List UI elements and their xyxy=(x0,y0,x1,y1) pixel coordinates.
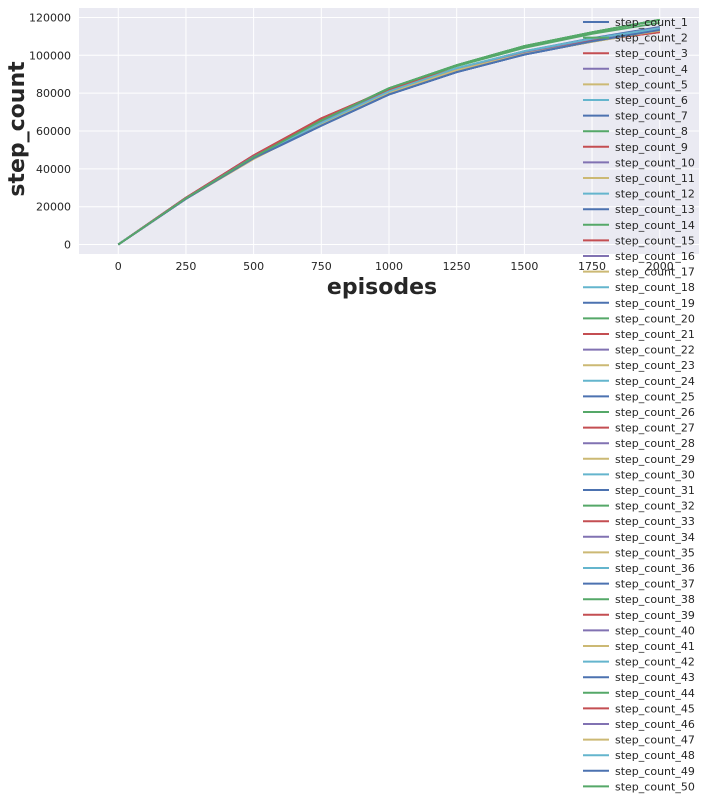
legend-label: step_count_33 xyxy=(615,515,695,528)
legend-label: step_count_28 xyxy=(615,437,695,450)
y-tick-label: 120000 xyxy=(29,11,71,24)
legend-label: step_count_50 xyxy=(615,780,695,793)
legend-label: step_count_5 xyxy=(615,78,688,91)
legend-label: step_count_8 xyxy=(615,125,688,138)
legend-label: step_count_17 xyxy=(615,266,695,279)
x-tick-label: 500 xyxy=(243,260,264,273)
legend-label: step_count_31 xyxy=(615,484,695,497)
legend-label: step_count_39 xyxy=(615,609,695,622)
legend-label: step_count_16 xyxy=(615,250,695,263)
legend-label: step_count_24 xyxy=(615,375,695,388)
legend-label: step_count_29 xyxy=(615,453,695,466)
legend-label: step_count_44 xyxy=(615,687,695,700)
legend-label: step_count_1 xyxy=(615,16,688,29)
legend-label: step_count_45 xyxy=(615,702,695,715)
y-tick-label: 40000 xyxy=(36,163,71,176)
x-tick-label: 750 xyxy=(311,260,332,273)
x-tick-label: 250 xyxy=(175,260,196,273)
x-tick-labels: 0 250 500 750 1000 1250 1500 1750 2000 xyxy=(115,260,674,273)
legend-label: step_count_2 xyxy=(615,32,688,45)
legend-label: step_count_47 xyxy=(615,734,695,747)
y-tick-labels: 0 20000 40000 60000 80000 100000 120000 xyxy=(29,11,71,251)
legend-label: step_count_3 xyxy=(615,47,688,60)
legend-label: step_count_20 xyxy=(615,312,695,325)
legend-label: step_count_15 xyxy=(615,234,695,247)
legend-label: step_count_37 xyxy=(615,578,695,591)
legend-label: step_count_6 xyxy=(615,94,688,107)
y-tick-label: 100000 xyxy=(29,49,71,62)
legend-label: step_count_27 xyxy=(615,422,695,435)
y-tick-label: 20000 xyxy=(36,201,71,214)
legend-label: step_count_49 xyxy=(615,765,695,778)
legend-label: step_count_4 xyxy=(615,63,688,76)
legend-label: step_count_13 xyxy=(615,203,695,216)
x-tick-label: 0 xyxy=(115,260,122,273)
x-tick-label: 1750 xyxy=(578,260,606,273)
legend-label: step_count_43 xyxy=(615,671,695,684)
legend-label: step_count_14 xyxy=(615,219,695,232)
legend-label: step_count_42 xyxy=(615,656,695,669)
legend-label: step_count_23 xyxy=(615,359,695,372)
legend-label: step_count_32 xyxy=(615,500,695,513)
legend-label: step_count_35 xyxy=(615,546,695,559)
legend-label: step_count_7 xyxy=(615,110,688,123)
legend-label: step_count_18 xyxy=(615,281,695,294)
legend-label: step_count_21 xyxy=(615,328,695,341)
x-tick-label: 1250 xyxy=(443,260,471,273)
series-lines xyxy=(117,18,660,246)
series-line-50 xyxy=(117,19,660,246)
legend-label: step_count_12 xyxy=(615,188,695,201)
legend-label: step_count_41 xyxy=(615,640,695,653)
x-tick-label: 1000 xyxy=(375,260,403,273)
x-tick-label: 1500 xyxy=(510,260,538,273)
legend-label: step_count_11 xyxy=(615,172,695,185)
y-axis-label: step_count xyxy=(5,61,30,197)
legend-label: step_count_46 xyxy=(615,718,695,731)
legend-label: step_count_48 xyxy=(615,749,695,762)
y-tick-label: 80000 xyxy=(36,87,71,100)
x-axis-label: episodes xyxy=(327,275,437,300)
x-tick-label: 2000 xyxy=(646,260,674,273)
legend-label: step_count_25 xyxy=(615,390,695,403)
legend-label: step_count_9 xyxy=(615,141,688,154)
legend-label: step_count_10 xyxy=(615,156,695,169)
legend-label: step_count_19 xyxy=(615,297,695,310)
legend-label: step_count_30 xyxy=(615,468,695,481)
y-tick-label: 0 xyxy=(64,239,71,252)
legend-label: step_count_26 xyxy=(615,406,695,419)
legend-label: step_count_34 xyxy=(615,531,695,544)
legend-label: step_count_36 xyxy=(615,562,695,575)
legend: step_count_1 step_count_2 step_count_3step… xyxy=(583,16,695,793)
legend-label: step_count_40 xyxy=(615,624,695,637)
legend-label: step_count_22 xyxy=(615,344,695,357)
legend-label: step_count_38 xyxy=(615,593,695,606)
y-tick-label: 60000 xyxy=(36,125,71,138)
